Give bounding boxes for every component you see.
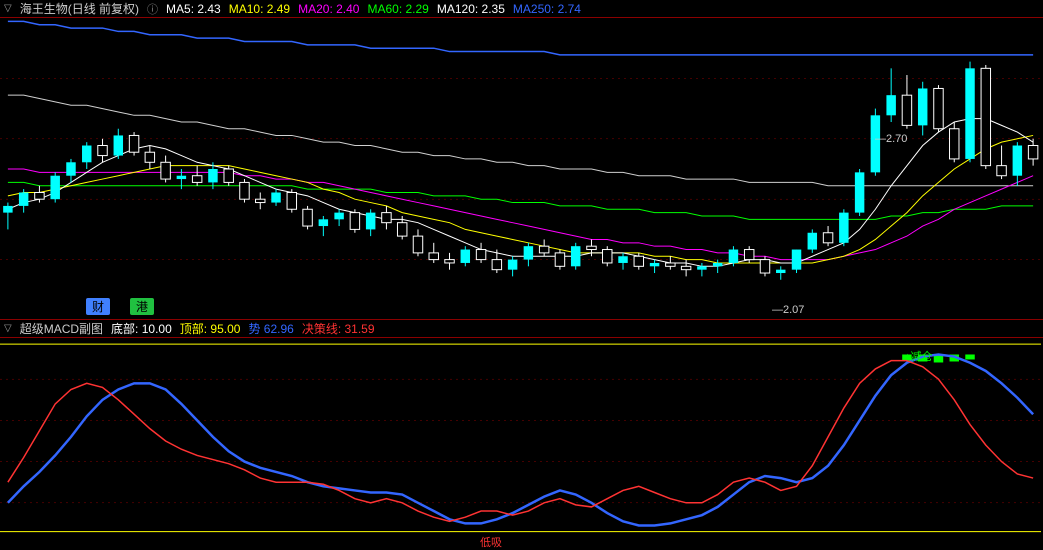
ma-value: MA120: 2.35	[437, 2, 505, 16]
badge-row: 财港	[86, 298, 154, 315]
sub-header: ▽ 超级MACD副图 底部: 10.00 顶部: 95.00 势 62.96 决策线:…	[0, 320, 1043, 338]
stock-title: 海王生物(日线 前复权)	[20, 0, 139, 17]
indicator-value: 势 62.96	[248, 322, 293, 336]
ma-value: MA250: 2.74	[513, 2, 581, 16]
chart-annotation: ↓减仓	[905, 348, 933, 364]
indicator-value: 顶部: 95.00	[180, 322, 241, 336]
chart-container: ▽ 海王生物(日线 前复权) ⓘ MA5: 2.43 MA10: 2.49 MA20…	[0, 0, 1043, 544]
ma-value: MA10: 2.49	[229, 2, 290, 16]
ma-value: MA20: 2.40	[298, 2, 359, 16]
info-icon[interactable]: ⓘ	[147, 1, 158, 17]
sub-indicators: 底部: 10.00 顶部: 95.00 势 62.96 决策线: 31.59	[111, 320, 382, 337]
chart-annotation: 低吸	[480, 534, 502, 550]
badge[interactable]: 财	[86, 298, 110, 315]
indicator-title: 超级MACD副图	[20, 320, 103, 337]
main-header: ▽ 海王生物(日线 前复权) ⓘ MA5: 2.43 MA10: 2.49 MA20…	[0, 0, 1043, 18]
macd-chart[interactable]: 低吸↓减仓	[0, 338, 1043, 544]
collapse-icon[interactable]: ▽	[4, 3, 12, 14]
ma-value: MA60: 2.29	[367, 2, 428, 16]
indicator-value: 底部: 10.00	[111, 322, 172, 336]
collapse-icon[interactable]: ▽	[4, 323, 12, 334]
badge[interactable]: 港	[130, 298, 154, 315]
candlestick-chart[interactable]: —2.70—2.07 财港	[0, 18, 1043, 320]
price-label: —2.70	[875, 133, 907, 145]
indicator-value: 决策线: 31.59	[302, 322, 375, 336]
ma-value: MA5: 2.43	[166, 2, 221, 16]
price-label: —2.07	[772, 304, 804, 316]
ma-indicators: MA5: 2.43 MA10: 2.49 MA20: 2.40 MA60: 2.29 M…	[166, 2, 589, 16]
